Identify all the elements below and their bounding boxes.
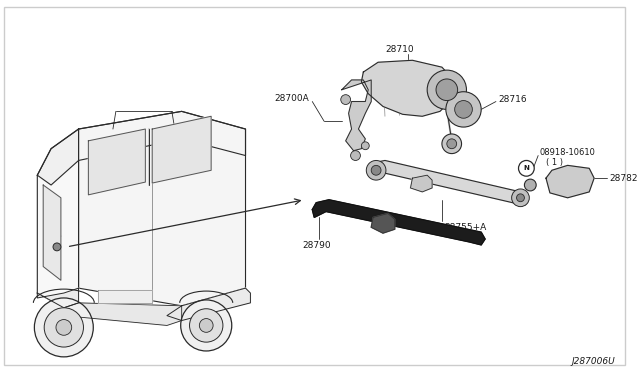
Polygon shape	[371, 214, 395, 233]
Text: 28700A: 28700A	[275, 94, 309, 103]
Polygon shape	[37, 129, 79, 308]
Polygon shape	[312, 200, 485, 245]
Circle shape	[351, 151, 360, 160]
Polygon shape	[362, 60, 454, 116]
Circle shape	[189, 309, 223, 342]
Circle shape	[35, 298, 93, 357]
Circle shape	[516, 194, 524, 202]
Text: J287006U: J287006U	[572, 357, 616, 366]
Circle shape	[180, 300, 232, 351]
Circle shape	[518, 160, 534, 176]
Circle shape	[362, 142, 369, 150]
Text: 28716: 28716	[498, 95, 527, 104]
Polygon shape	[37, 111, 246, 185]
Text: ( 1 ): ( 1 )	[546, 158, 563, 167]
Circle shape	[442, 134, 461, 154]
Polygon shape	[98, 290, 152, 303]
Polygon shape	[410, 175, 432, 192]
Text: 28782: 28782	[609, 174, 637, 183]
Text: 28710: 28710	[385, 45, 414, 54]
Circle shape	[56, 320, 72, 335]
Circle shape	[53, 243, 61, 251]
Polygon shape	[342, 80, 371, 151]
Circle shape	[524, 179, 536, 191]
Text: 28755+A: 28755+A	[444, 223, 486, 232]
Polygon shape	[88, 129, 145, 195]
Circle shape	[511, 189, 529, 206]
Polygon shape	[368, 160, 529, 205]
Polygon shape	[167, 288, 250, 321]
Text: N: N	[524, 165, 529, 171]
Circle shape	[44, 308, 83, 347]
Polygon shape	[64, 303, 182, 326]
Circle shape	[447, 139, 457, 149]
Circle shape	[446, 92, 481, 127]
Text: 28790: 28790	[302, 241, 330, 250]
Polygon shape	[546, 166, 594, 198]
Circle shape	[199, 318, 213, 332]
Polygon shape	[37, 288, 79, 308]
Circle shape	[366, 160, 386, 180]
Circle shape	[454, 100, 472, 118]
Circle shape	[371, 166, 381, 175]
Polygon shape	[79, 111, 246, 306]
Text: 08918-10610: 08918-10610	[539, 148, 595, 157]
Circle shape	[427, 70, 467, 109]
Circle shape	[340, 94, 351, 105]
Polygon shape	[152, 116, 211, 183]
Circle shape	[436, 79, 458, 100]
Polygon shape	[44, 185, 61, 280]
